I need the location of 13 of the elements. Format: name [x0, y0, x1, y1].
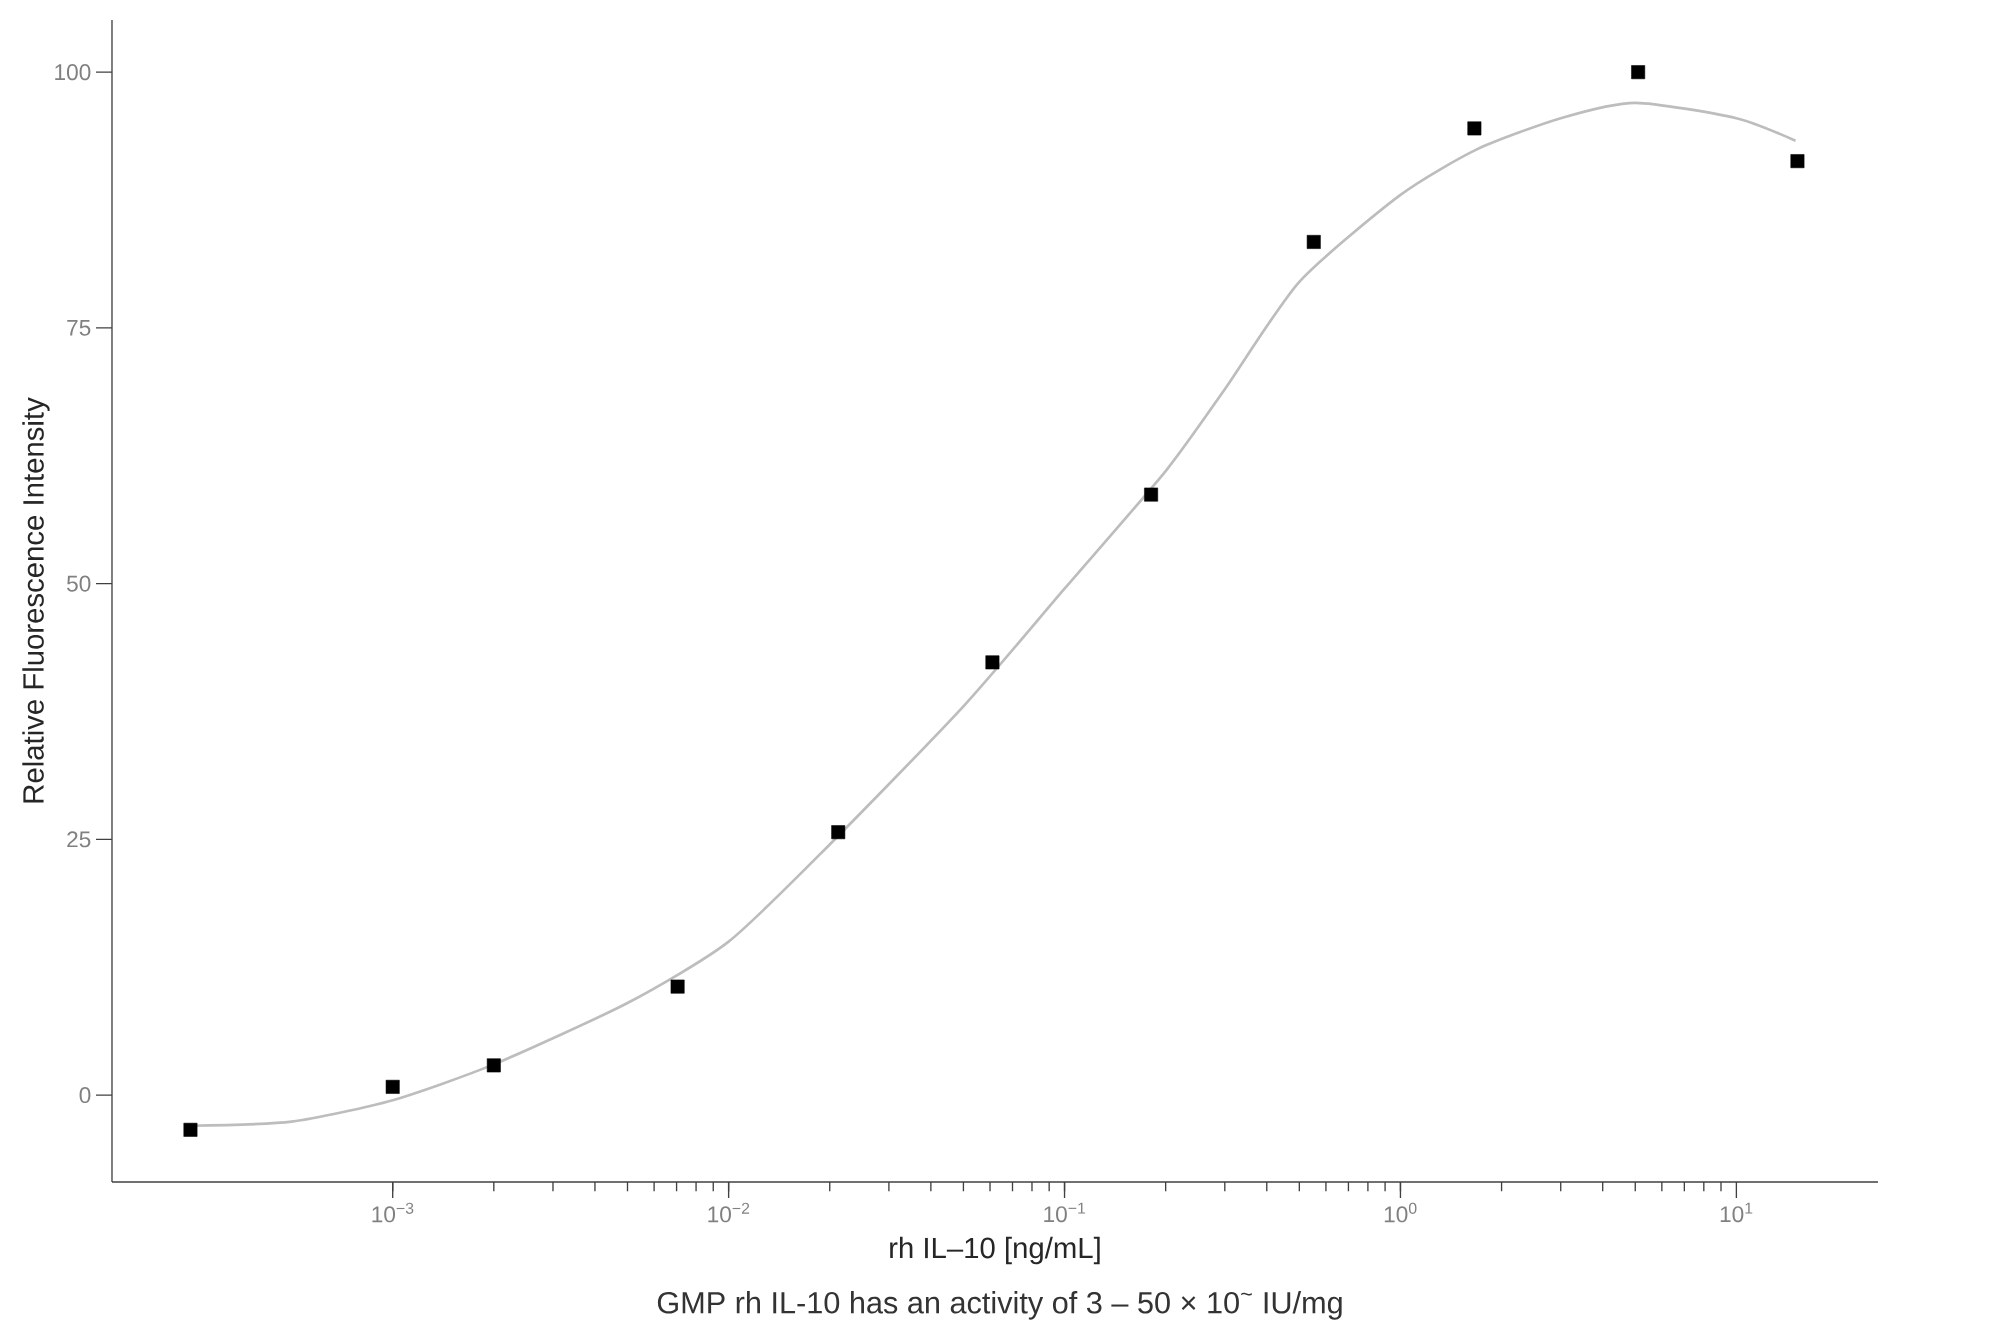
- y-tick-label: 75: [67, 320, 91, 336]
- x-tick-label: 10$^{0}$: [1384, 1202, 1417, 1223]
- y-axis-title: Relative Fluorescence Intensity: [22, 397, 50, 803]
- y-tick-label: 50: [66, 575, 91, 592]
- y-tick-label: 0: [79, 1087, 91, 1104]
- x-tick-label: 10$^{1}$: [1720, 1202, 1753, 1223]
- y-tick-label: 100: [55, 64, 91, 81]
- x-tick-label: 10$^{−3}$: [372, 1202, 414, 1223]
- y-tick-label: 25: [67, 831, 91, 848]
- x-tick-label: 10$^{−1}$: [1044, 1202, 1086, 1223]
- x-axis-title: rh IL–10 [ng/mL]: [890, 1237, 1100, 1265]
- text: GMP rh IL-10 has an activity of 3 – 50 × 10$^{~}$ IU/mg: [657, 1291, 1342, 1320]
- x-tick-label: 10$^{−2}$: [708, 1202, 750, 1223]
